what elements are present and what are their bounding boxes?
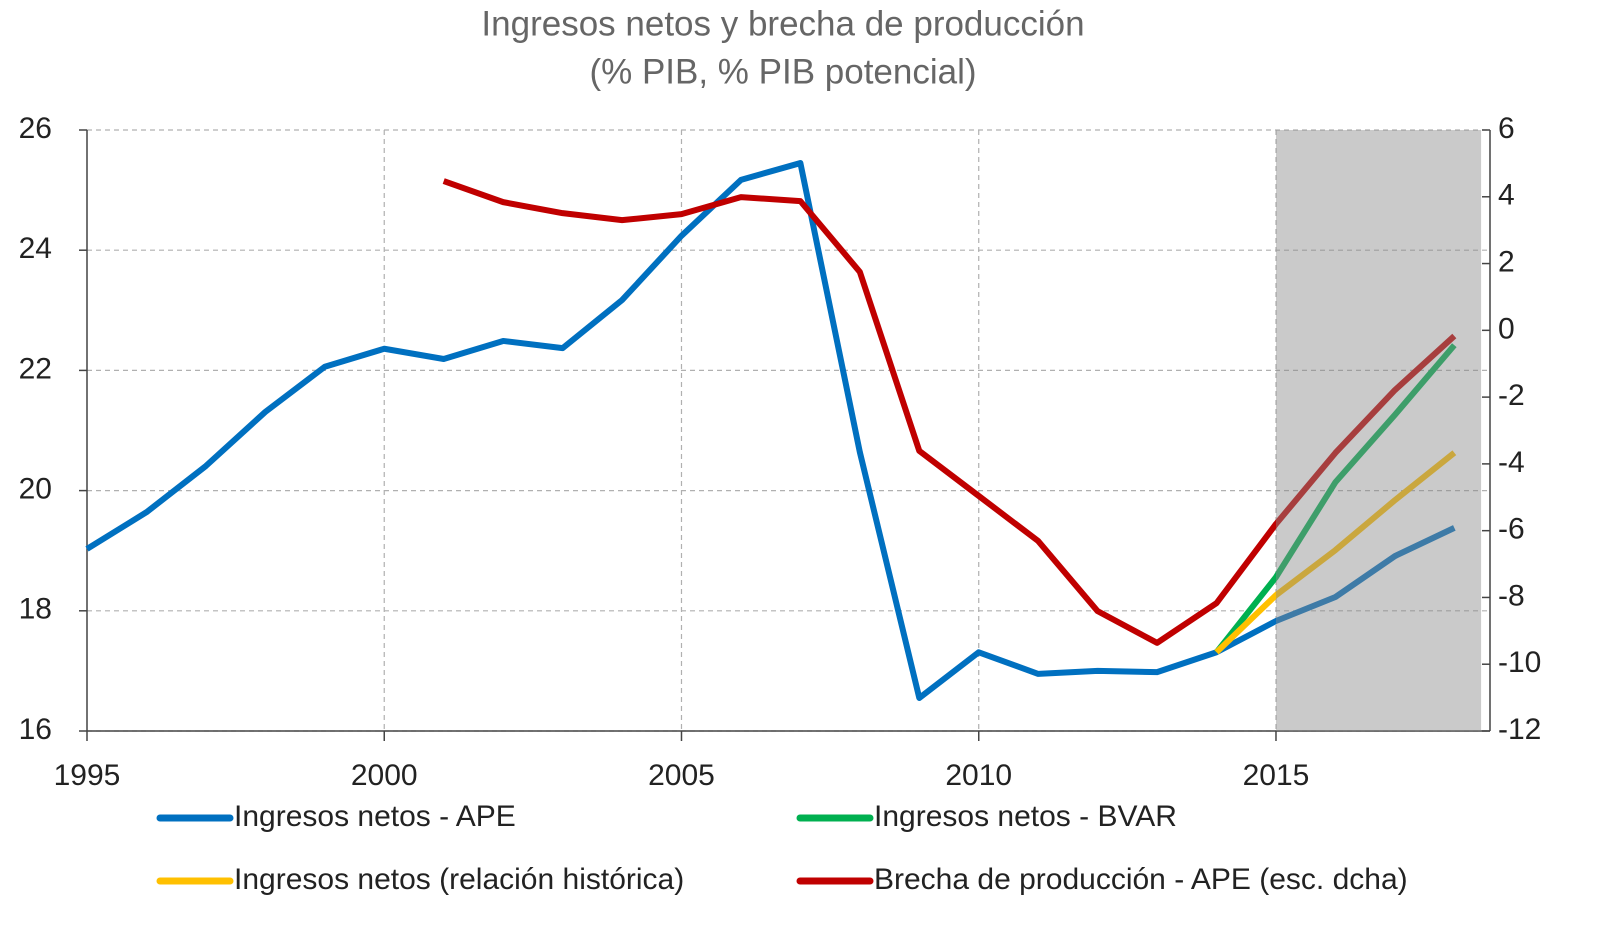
x-tick-label: 2000 [351, 759, 418, 792]
legend-label: Ingresos netos - BVAR [874, 800, 1177, 833]
y2-tick-label: 0 [1498, 312, 1515, 345]
x-tick-label: 2015 [1243, 759, 1310, 792]
y-tick-label: 26 [19, 112, 52, 145]
y2-tick-label: 6 [1498, 112, 1515, 145]
chart-title: Ingresos netos y brecha de producción [481, 4, 1084, 43]
y2-tick-label: 4 [1498, 179, 1515, 212]
y2-tick-label: -4 [1498, 446, 1525, 479]
series-line [442, 178, 1457, 646]
y2-tick-label: -2 [1498, 379, 1525, 412]
legend-label: Brecha de producción - APE (esc. dcha) [874, 863, 1408, 896]
x-tick-label: 1995 [54, 759, 121, 792]
y-tick-label: 24 [19, 232, 52, 265]
y2-tick-label: -6 [1498, 513, 1525, 546]
legend-label: Ingresos netos (relación histórica) [234, 863, 684, 896]
y2-tick-label: -12 [1498, 713, 1541, 746]
y2-tick-label: -10 [1498, 646, 1541, 679]
x-tick-label: 2005 [648, 759, 715, 792]
y-tick-label: 18 [19, 593, 52, 626]
y2-tick-label: -8 [1498, 579, 1525, 612]
y-tick-label: 22 [19, 352, 52, 385]
x-tick-label: 2010 [945, 759, 1012, 792]
y-tick-label: 20 [19, 473, 52, 506]
chart-subtitle: (% PIB, % PIB potencial) [589, 52, 976, 91]
legend-label: Ingresos netos - APE [234, 800, 516, 833]
series-line [1214, 343, 1457, 655]
y-tick-label: 16 [19, 713, 52, 746]
y2-tick-label: 2 [1498, 245, 1515, 278]
forecast-shade [1275, 130, 1482, 731]
series-line [1214, 450, 1457, 655]
series-line [85, 160, 1456, 701]
